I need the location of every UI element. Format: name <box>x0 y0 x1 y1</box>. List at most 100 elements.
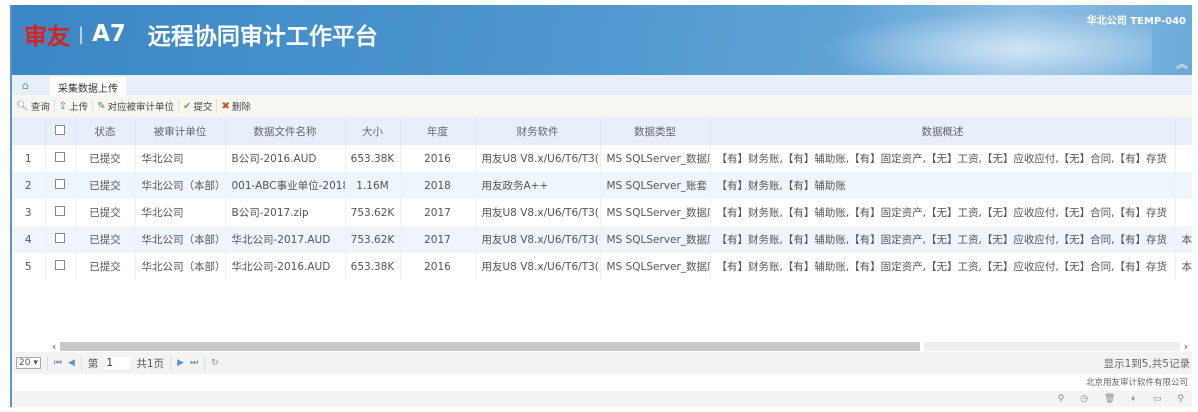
cell-unit: 华北公司 <box>135 199 226 226</box>
column-header[interactable]: 数据类型 <box>600 117 711 145</box>
table-row[interactable]: 1 已提交 华北公司 B公司-2016.AUD 653.38K 2016 用友U8 V8.x… <box>12 145 1192 172</box>
cell-summary: 【有】财务账,【有】辅助账,【有】固定资产,【无】工资,【无】应收应付,【无】合… <box>710 226 1176 253</box>
next-page-icon[interactable]: ▶ <box>177 358 184 368</box>
last-page-icon[interactable]: ⏭ <box>189 358 199 368</box>
cell-size: 653.38K <box>345 253 401 280</box>
row-number: 2 <box>12 172 46 199</box>
cell-unit: 华北公司 <box>135 145 226 172</box>
trash-icon[interactable]: 🗑︎ <box>1104 394 1116 404</box>
column-header[interactable]: 状态 <box>75 117 136 145</box>
row-checkbox[interactable] <box>45 145 76 172</box>
cell-year: 2017 <box>400 199 476 226</box>
cell-unit: 华北公司（本部） <box>135 172 226 199</box>
divider <box>204 356 206 370</box>
cell-extra <box>1175 199 1192 226</box>
cell-status: 已提交 <box>75 253 136 280</box>
cell-size: 653.38K <box>345 145 401 172</box>
brand-name: 审友 <box>24 24 70 50</box>
extra-column-header <box>1175 117 1192 145</box>
column-header[interactable]: 财务软件 <box>475 117 601 145</box>
column-header[interactable]: 数据文件名称 <box>225 117 346 145</box>
divider <box>46 356 48 370</box>
pagination-bar: 20 ▾ ⏮ ◀ 第 1 共1页 ▶ ⏭ ↻ 显示1到5,共5记录 <box>12 352 1192 374</box>
cell-status: 已提交 <box>75 172 136 199</box>
map-unit-button[interactable]: ✎ 对应被审计单位 <box>93 99 180 113</box>
cell-year: 2017 <box>400 226 476 253</box>
pencil-icon: ✎ <box>97 100 106 112</box>
app-window: 审友 | A7 远程协同审计工作平台 华北公司 TEMP-040 ︽ ⌂ 采集数… <box>10 5 1192 407</box>
clock-icon[interactable]: ◷ <box>1080 394 1089 404</box>
logo-separator: | <box>78 23 85 45</box>
scrollbar-thumb[interactable] <box>60 341 921 351</box>
row-checkbox[interactable] <box>45 226 76 253</box>
cell-extra <box>1175 172 1192 199</box>
column-header[interactable]: 被审计单位 <box>135 117 226 145</box>
cell-year: 2018 <box>400 172 476 199</box>
delete-button[interactable]: ✖ 删除 <box>217 99 254 114</box>
map-unit-label: 对应被审计单位 <box>107 102 175 113</box>
column-header[interactable]: 年度 <box>400 117 476 145</box>
cell-file: 001-ABC事业单位-2018 <box>225 172 346 199</box>
first-page-icon[interactable]: ⏮ <box>53 358 62 368</box>
tab-data-upload[interactable]: 采集数据上传 <box>50 77 126 95</box>
table-row[interactable]: 5 已提交 华北公司（本部） 华北公司-2016.AUD 653.38K 2016 用友U8… <box>12 253 1192 280</box>
speaker-icon[interactable]: 🔈︎ <box>1131 394 1137 404</box>
divider <box>80 356 82 370</box>
table-row[interactable]: 4 已提交 华北公司（本部） 华北公司-2017.AUD 753.62K 2017 用友U8… <box>12 226 1192 253</box>
submit-label: 提交 <box>193 102 213 113</box>
page-number-input[interactable]: 1 <box>104 357 131 369</box>
cell-size: 753.62K <box>345 199 401 226</box>
page-size-select[interactable]: 20 ▾ <box>16 357 41 369</box>
cell-type: MS SQLServer_数据库 <box>600 199 711 226</box>
refresh-icon[interactable]: ↻ <box>211 358 219 368</box>
cell-summary: 【有】财务账,【有】辅助账,【有】固定资产,【无】工资,【无】应收应付,【无】合… <box>710 253 1176 280</box>
scrollbar-track[interactable] <box>924 341 1180 351</box>
cell-summary: 【有】财务账,【有】辅助账,【有】固定资产,【无】工资,【无】应收应付,【无】合… <box>710 145 1176 172</box>
table-row[interactable]: 3 已提交 华北公司 B公司-2017.zip 753.62K 2017 用友U8 V8.x… <box>12 199 1192 226</box>
row-number-header <box>12 117 46 145</box>
scroll-right-icon[interactable]: › <box>1183 339 1188 353</box>
submit-button[interactable]: ✔ 提交 <box>179 99 218 113</box>
row-checkbox[interactable] <box>45 253 76 280</box>
upload-icon: ⇪ <box>58 100 68 112</box>
system-tray: ⚲ ◷ 🗑︎ 🔈︎ ▭ ⚲ <box>12 391 1192 407</box>
upload-button[interactable]: ⇪ 上传 <box>55 99 94 113</box>
toolbar: 🔍︎ 查询 ⇪ 上传 ✎ 对应被审计单位 ✔ 提交 ✖ 删除 <box>12 95 1192 117</box>
cell-file: 华北公司-2016.AUD <box>225 253 346 280</box>
window-icon[interactable]: ▭ <box>1152 394 1162 404</box>
cell-file: B公司-2016.AUD <box>225 145 346 172</box>
scroll-left-icon[interactable]: ‹ <box>52 339 57 353</box>
header: 审友 | A7 远程协同审计工作平台 华北公司 TEMP-040 ︽ <box>12 5 1192 75</box>
cell-summary: 【有】财务账,【有】辅助账 <box>710 172 1176 199</box>
search-icon: 🔍︎ <box>16 100 29 112</box>
header-cloud <box>822 10 1152 75</box>
query-button[interactable]: 🔍︎ 查询 <box>12 99 55 113</box>
table-row[interactable]: 2 已提交 华北公司（本部） 001-ABC事业单位-2018 1.16M 2018 用友政… <box>12 172 1192 199</box>
row-checkbox[interactable] <box>45 199 76 226</box>
product-name: A7 <box>92 21 126 47</box>
row-checkbox[interactable] <box>45 172 76 199</box>
cell-extra: 本 <box>1175 226 1192 253</box>
app-title: 远程协同审计工作平台 <box>147 24 378 50</box>
prev-page-icon[interactable]: ◀ <box>67 358 75 368</box>
search-icon[interactable]: ⚲ <box>1177 394 1184 404</box>
cell-status: 已提交 <box>75 199 136 226</box>
select-all-checkbox[interactable] <box>45 117 76 145</box>
cell-year: 2016 <box>400 253 476 280</box>
home-icon[interactable]: ⌂ <box>22 79 29 92</box>
cell-type: MS SQLServer_数据库 <box>600 145 711 172</box>
cell-extra <box>1175 145 1192 172</box>
column-header[interactable]: 大小 <box>345 117 401 145</box>
divider <box>170 356 172 370</box>
tab-bar: ⌂ 采集数据上传 <box>12 75 1192 95</box>
row-number: 3 <box>12 199 46 226</box>
horizontal-scrollbar[interactable]: ‹ › <box>52 339 1192 353</box>
cell-software: 用友政务A++ <box>475 172 601 199</box>
pin-icon[interactable]: ⚲ <box>1057 394 1065 404</box>
cell-summary: 【有】财务账,【有】辅助账,【有】固定资产,【无】工资,【无】应收应付,【无】合… <box>710 199 1176 226</box>
column-header[interactable]: 数据概述 <box>710 117 1176 145</box>
collapse-header-icon[interactable]: ︽ <box>1175 57 1188 71</box>
cell-status: 已提交 <box>75 226 136 253</box>
user-info[interactable]: 华北公司 TEMP-040 <box>1086 16 1186 27</box>
page-prefix-label: 第 <box>87 357 99 370</box>
